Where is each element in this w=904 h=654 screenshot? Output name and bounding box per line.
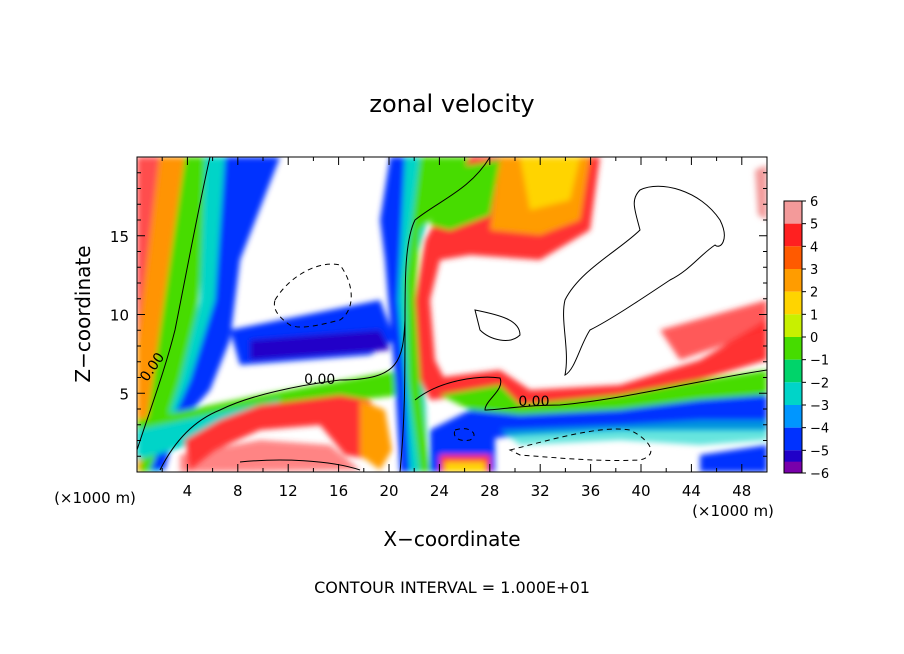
colorbar-swatch [784,246,802,269]
chart-title: zonal velocity [369,90,534,118]
colorbar-label: 5 [810,218,818,233]
x-tick-label: 32 [531,482,550,500]
x-tick-label: 36 [581,482,600,500]
x-tick-label: 12 [279,482,298,500]
colorbar-label: −6 [810,467,829,482]
x-unit-left: (×1000 m) [54,489,136,507]
contour-label: 0.00 [304,372,335,388]
colorbar-label: −3 [810,399,829,414]
x-tick-label: 48 [732,482,751,500]
y-axis-label: Z−coordinate [71,245,95,382]
colorbar-label: −4 [810,422,829,437]
colorbar-label: −1 [810,354,829,369]
colorbar-label: 2 [810,286,818,301]
contour-label: 0.00 [518,394,549,410]
x-unit-right: (×1000 m) [692,502,774,520]
contour-interval-footer: CONTOUR INTERVAL = 1.000E+01 [314,578,590,597]
colorbar-swatch [784,269,802,292]
colorbar-label: 3 [810,263,818,278]
colorbar-label: 0 [810,331,818,346]
colorbar-swatch [784,461,802,473]
x-tick-label: 20 [379,482,398,500]
velocity-field [137,157,767,472]
colorbar: 6 5 4 3 2 1 0 −1 −2 −3 −4 −5 −6 [783,195,829,482]
colorbar-swatch [784,382,802,405]
colorbar-swatch [784,337,802,360]
x-tick-label: 8 [233,482,243,500]
x-tick-label: 4 [183,482,193,500]
y-axis: 5 10 15 [110,172,767,457]
x-axis: 4 8 12 16 20 24 28 32 36 40 44 48 [161,157,751,500]
y-tick-label: 5 [119,385,129,403]
x-tick-label: 44 [682,482,701,500]
x-tick-label: 28 [480,482,499,500]
colorbar-swatch [784,291,802,315]
colorbar-label: 1 [810,308,818,323]
colorbar-label: 6 [810,195,818,210]
colorbar-swatch [784,314,802,337]
x-tick-label: 24 [430,482,449,500]
colorbar-swatch [784,405,802,428]
plot-area: 0.00 0.000.00 [137,157,767,472]
colorbar-swatch [784,427,802,451]
colorbar-swatch [784,201,802,224]
y-tick-label: 10 [110,307,129,325]
dashed-contours [273,263,652,462]
x-tick-label: 40 [631,482,650,500]
x-tick-label: 16 [329,482,348,500]
contour-lines [137,157,767,472]
x-axis-label: X−coordinate [383,527,520,551]
colorbar-label: −2 [810,376,829,391]
colorbar-label: 4 [810,240,818,255]
colorbar-label: −5 [810,444,829,459]
y-tick-label: 15 [110,228,129,246]
colorbar-swatch [784,359,802,383]
colorbar-swatch [784,223,802,247]
